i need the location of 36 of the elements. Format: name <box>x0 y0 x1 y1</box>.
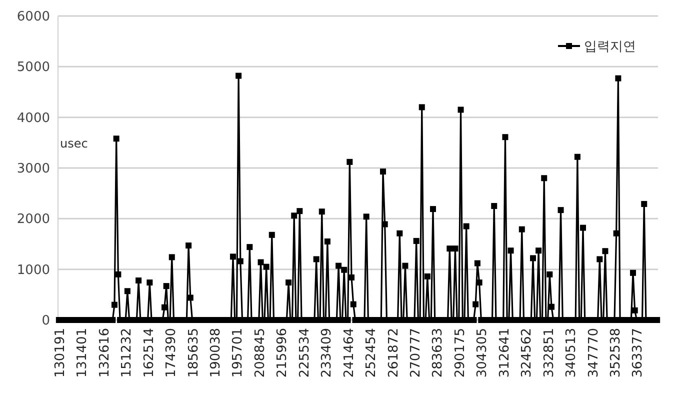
x-tick-label: 312641 <box>497 328 512 378</box>
x-tick-label: 195701 <box>230 328 246 378</box>
x-tick-label: 130191 <box>52 328 68 378</box>
x-tick-label: 290175 <box>452 328 468 378</box>
x-tick-label: 261872 <box>386 328 402 378</box>
x-tick-label: 174390 <box>164 328 180 378</box>
x-tick-label: 332851 <box>542 328 557 378</box>
x-tick-label: 352538 <box>608 328 624 378</box>
x-tick-label: 304305 <box>475 328 490 378</box>
x-tick-label: 347770 <box>586 328 602 378</box>
y-tick-label: 4000 <box>16 110 50 126</box>
x-tick-label: 363377 <box>630 328 646 378</box>
x-tick-label: 162514 <box>142 328 157 378</box>
x-tick-label: 241464 <box>342 328 357 378</box>
y-axis-title: usec <box>60 136 88 151</box>
x-tick-label: 252454 <box>364 328 380 378</box>
y-tick-label: 5000 <box>16 60 50 76</box>
x-tick-label: 131401 <box>75 328 90 378</box>
y-tick-label: 6000 <box>16 10 50 25</box>
y-tick-label: 0 <box>42 314 50 329</box>
x-tick-label: 208845 <box>252 328 268 378</box>
y-tick-label: 3000 <box>16 162 50 177</box>
x-tick-label: 151232 <box>120 328 135 378</box>
x-tick-label: 185635 <box>186 328 202 378</box>
x-tick-label: 283633 <box>430 328 446 378</box>
x-tick-label: 215996 <box>275 328 290 378</box>
x-tick-label: 225534 <box>297 328 312 378</box>
x-tick-label: 132616 <box>97 328 112 378</box>
x-tick-label: 270777 <box>408 328 424 378</box>
y-tick-label: 2000 <box>16 212 50 228</box>
x-tick-label: 340513 <box>564 328 580 378</box>
x-tick-label: 324562 <box>520 328 535 378</box>
x-tick-label: 190038 <box>208 328 224 378</box>
x-tick-label: 233409 <box>320 328 335 378</box>
legend-label: 입력지연 <box>584 40 636 55</box>
y-tick-label: 1000 <box>16 262 50 278</box>
